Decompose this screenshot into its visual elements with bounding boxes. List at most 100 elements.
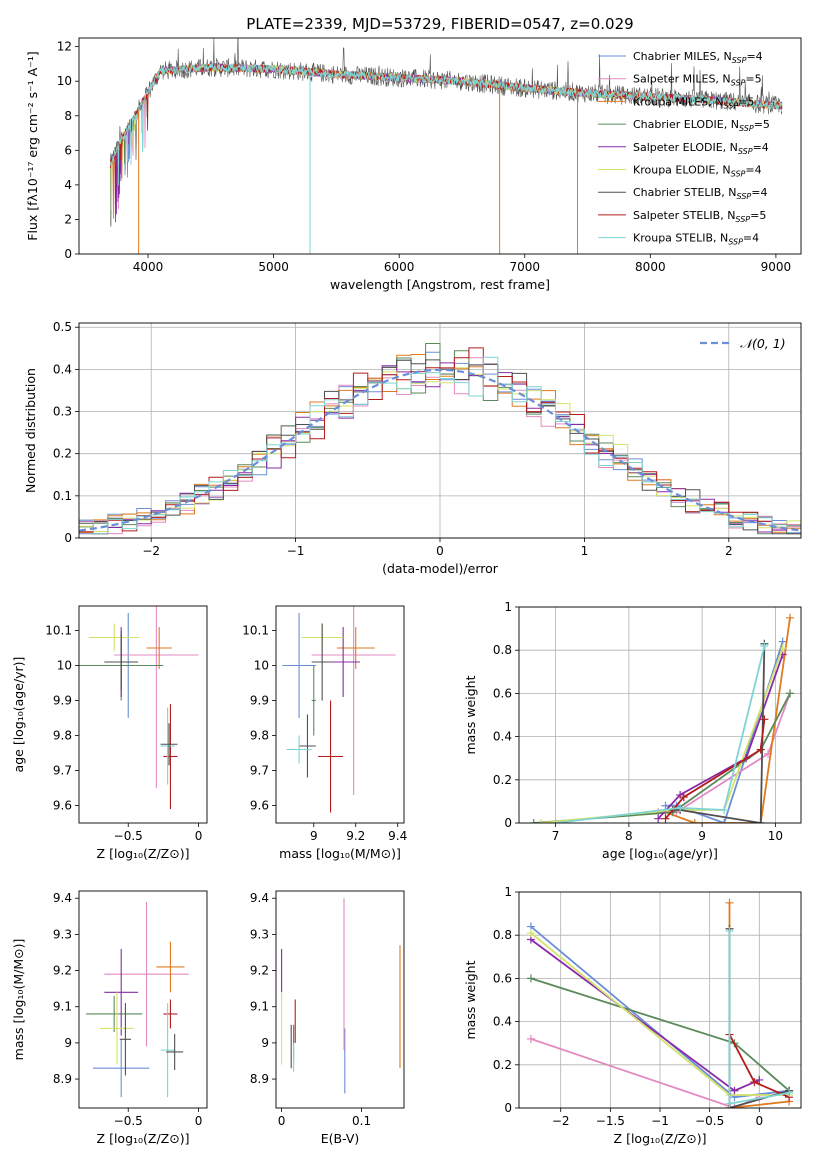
plot-area — [79, 343, 801, 538]
legend-label-tail: =4 — [743, 232, 759, 245]
weight-marker — [654, 814, 663, 823]
mass-vs-extinction: 0 0.1 8.9 9 9.1 9.2 9.3 9.4 E(B-V) — [250, 890, 405, 1146]
x-axis-label: Z [log₁₀(Z/Z⊙)] — [97, 846, 190, 861]
y-tick-label: 0 — [64, 247, 72, 261]
y-tick-label: 0.5 — [53, 320, 72, 334]
y-tick-label: 9 — [64, 1036, 72, 1050]
weight-series-8 — [555, 645, 766, 823]
y-tick-label: 0.4 — [493, 730, 512, 744]
y-tick-label: 9.7 — [53, 764, 72, 778]
x-tick-label: 9000 — [761, 260, 792, 274]
legend-label-sub: SSP — [735, 215, 750, 224]
legend-label-sub: SSP — [738, 147, 753, 156]
weight-marker — [760, 641, 769, 650]
legend-label: Kroupa ELODIE, NSSP=4 — [633, 164, 762, 179]
weight-marker — [730, 1104, 739, 1108]
weight-marker — [786, 689, 795, 698]
y-axis-label: age [log₁₀(age/yr)] — [11, 657, 26, 773]
legend-label-main: Chabrier MILES, N — [633, 50, 732, 63]
plot-area — [282, 606, 396, 813]
legend-label-sub: SSP — [728, 238, 743, 247]
weight-series-4 — [657, 654, 784, 820]
y-axis-label: mass [log₁₀(M/M⊙)] — [11, 939, 26, 1061]
x-axis-label: Z [log₁₀(Z/Z⊙)] — [614, 1131, 707, 1146]
axes-frame — [78, 890, 208, 1109]
y-tick-label: 0 — [64, 531, 72, 545]
y-tick-label: 9.2 — [250, 964, 269, 978]
axes-frame — [518, 606, 802, 824]
axes-frame — [78, 605, 208, 824]
x-tick-label: 0.1 — [352, 1114, 371, 1128]
x-tick-label: 9.2 — [346, 829, 365, 843]
y-tick-label: 10 — [57, 74, 72, 88]
y-tick-label: 2 — [64, 212, 72, 226]
histogram-series-6 — [79, 359, 801, 538]
spectrum-chart: 4000 5000 6000 7000 8000 9000 0 2 4 6 8 10 12 wavelen… — [25, 15, 802, 292]
axes-frame — [518, 891, 802, 1109]
x-axis-label: wavelength [Angstrom, rest frame] — [330, 277, 550, 292]
x-tick-label: −0.5 — [114, 1114, 143, 1128]
legend-label: Kroupa STELIB, NSSP=4 — [633, 232, 759, 247]
y-tick-label: 9.9 — [53, 694, 72, 708]
y-tick-label: 0.8 — [493, 928, 512, 942]
normal-reference-curve — [79, 368, 801, 532]
legend-label-main: Chabrier ELODIE, N — [633, 118, 739, 131]
weight-marker — [529, 819, 538, 823]
weight-marker — [725, 898, 734, 907]
weight-marker — [725, 1099, 734, 1108]
x-tick-label: 0 — [436, 544, 444, 558]
weight-marker — [755, 1075, 764, 1084]
age-vs-metallicity: −0.5 0 9.6 9.7 9.8 9.9 10 10.1 Z [log₁₀(Z/Z⊙)] ag… — [11, 605, 208, 861]
y-tick-label: 9.8 — [250, 729, 269, 743]
x-tick-label: −0.5 — [695, 1114, 724, 1128]
x-axis-label: Z [log₁₀(Z/Z⊙)] — [97, 1131, 190, 1146]
legend-label: Kroupa MILES, NSSP=5 — [633, 95, 754, 110]
y-tick-label: 0.2 — [53, 447, 72, 461]
x-tick-label: 0 — [755, 1114, 763, 1128]
x-tick-label: −1 — [287, 544, 305, 558]
legend-label: 𝒩(0, 1) — [740, 336, 786, 351]
y-tick-label: 0.4 — [53, 362, 72, 376]
y-tick-label: 9.7 — [250, 764, 269, 778]
x-tick-label: 9.4 — [388, 829, 407, 843]
weight-marker — [756, 745, 765, 754]
x-tick-label: 0 — [195, 1114, 203, 1128]
y-tick-label: 9.3 — [250, 927, 269, 941]
weight-marker — [720, 819, 729, 823]
x-tick-label: 10 — [768, 829, 783, 843]
y-tick-label: 0 — [504, 816, 512, 830]
y-tick-label: 8.9 — [53, 1072, 72, 1086]
x-tick-label: −2 — [552, 1114, 570, 1128]
y-tick-label: 0.1 — [53, 489, 72, 503]
legend-label: Salpeter MILES, NSSP=5 — [633, 73, 762, 88]
y-tick-label: 0.2 — [493, 1058, 512, 1072]
y-tick-label: 0.4 — [493, 1015, 512, 1029]
age-vs-mass: 9 9.2 9.4 9.6 9.7 9.8 9.9 10 10.1 mass [log₁₀(M/M… — [242, 605, 407, 861]
x-tick-label: 5000 — [258, 260, 289, 274]
y-tick-label: 6 — [64, 143, 72, 157]
y-tick-label: 9 — [261, 1036, 269, 1050]
legend-label-tail: =4 — [753, 141, 769, 154]
chart-title: PLATE=2339, MJD=53729, FIBERID=0547, z=0… — [246, 15, 633, 33]
legend-label-main: Salpeter ELODIE, N — [633, 141, 738, 154]
y-tick-label: 0 — [504, 1101, 512, 1115]
legend-label: Salpeter STELIB, NSSP=5 — [633, 209, 766, 224]
weight-marker — [756, 819, 765, 823]
weight-marker — [786, 613, 795, 622]
plot-area — [529, 613, 795, 823]
weight-series-1 — [530, 1038, 760, 1108]
plot-area — [86, 901, 189, 1098]
x-tick-label: 2 — [725, 544, 733, 558]
y-tick-label: 10 — [254, 659, 269, 673]
legend-label-sub: SSP — [739, 124, 754, 133]
legend-label-sub: SSP — [723, 101, 738, 110]
weight-marker — [690, 819, 699, 823]
spectrum-series-8 — [110, 63, 783, 186]
legend-label: Salpeter ELODIE, NSSP=4 — [633, 141, 769, 156]
y-axis-label: mass weight — [463, 960, 478, 1039]
legend-label-tail: =5 — [738, 95, 754, 108]
x-tick-label: 7000 — [509, 260, 540, 274]
x-tick-label: 8000 — [635, 260, 666, 274]
x-tick-label: 0 — [195, 829, 203, 843]
